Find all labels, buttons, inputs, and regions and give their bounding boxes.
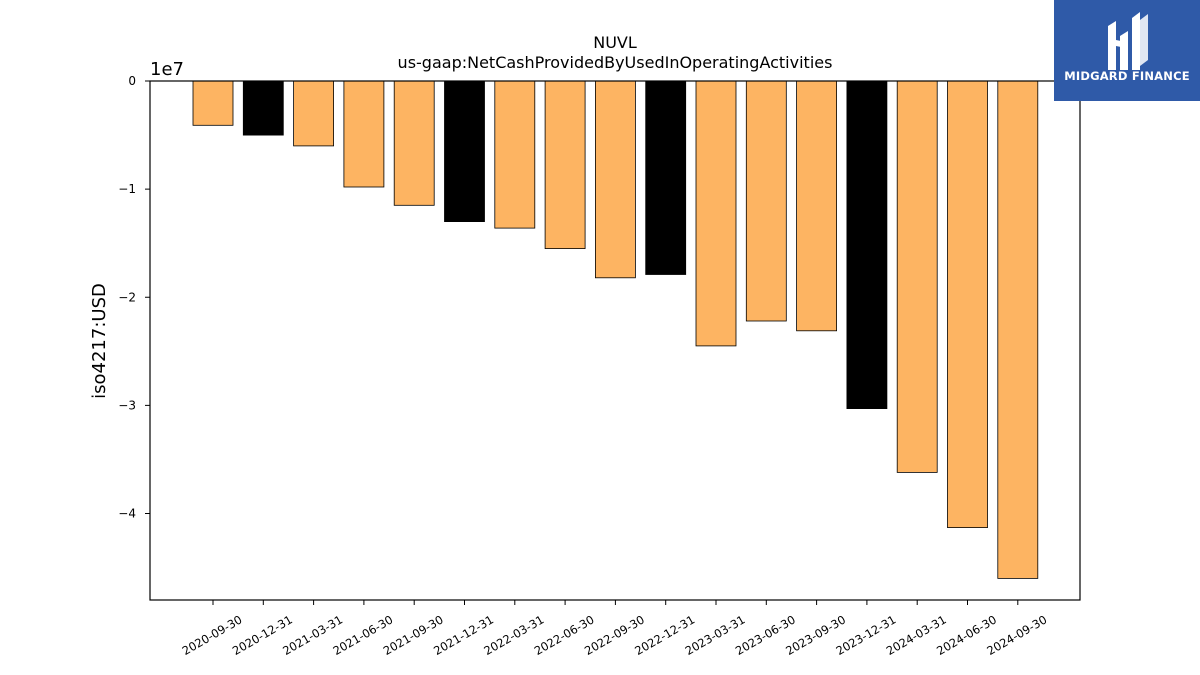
bar-2020-12-31 (242, 80, 284, 136)
y-scale-label: 1e7 (150, 59, 184, 80)
bar-2021-09-30 (393, 80, 435, 206)
y-tick-label: −4 (118, 507, 136, 521)
x-ticks-group: 2020-09-302020-12-312021-03-312021-06-30… (180, 600, 1049, 658)
bars-group (192, 80, 1039, 579)
bar-2023-12-31 (846, 80, 888, 410)
bar-2024-09-30 (997, 80, 1039, 579)
bar-2022-06-30 (544, 80, 586, 250)
bar-2023-06-30 (745, 80, 787, 322)
bar-2023-09-30 (796, 80, 837, 332)
bar-2024-03-31 (896, 80, 938, 473)
midgard-finance-logo: MIDGARD FINANCE (1054, 0, 1200, 101)
bar-2024-06-30 (947, 80, 988, 529)
y-axis-label: iso4217:USD (89, 283, 110, 399)
bar-2021-03-31 (293, 80, 335, 147)
bar-2022-09-30 (595, 80, 636, 279)
bar-2021-06-30 (343, 80, 385, 188)
y-ticks-group: 0 −1 −2 −3 −4 (118, 74, 150, 521)
bar-2022-12-31 (645, 80, 687, 275)
y-tick-label: 0 (128, 74, 136, 88)
y-tick-label: −2 (118, 290, 136, 304)
bar-2021-12-31 (444, 80, 485, 223)
y-tick-label: −1 (118, 182, 136, 196)
logo-mark-icon (1108, 12, 1148, 70)
bar-2020-09-30 (192, 80, 234, 126)
bar-2023-03-31 (695, 80, 737, 347)
y-tick-label: −3 (118, 398, 136, 412)
plot-frame (149, 80, 1081, 601)
bar-2022-03-31 (494, 80, 536, 229)
chart-title: NUVL (593, 33, 637, 52)
logo-text: MIDGARD FINANCE (1064, 69, 1190, 83)
chart-subtitle: us-gaap:NetCashProvidedByUsedInOperating… (398, 53, 833, 72)
